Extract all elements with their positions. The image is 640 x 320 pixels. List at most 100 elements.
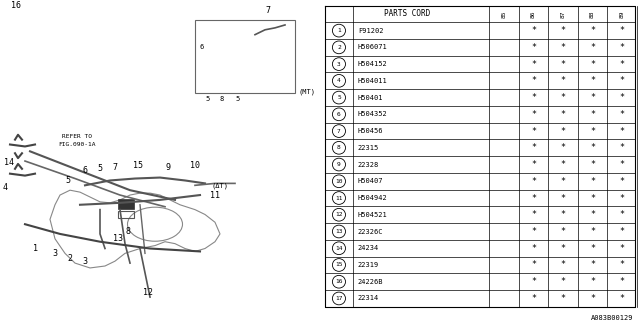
Text: H504152: H504152: [358, 61, 388, 67]
Text: *: *: [590, 194, 595, 203]
Text: 22315: 22315: [358, 145, 379, 151]
Text: 1: 1: [337, 28, 341, 33]
Text: *: *: [561, 160, 565, 169]
Text: 89: 89: [620, 10, 625, 18]
Text: *: *: [561, 294, 565, 303]
Text: *: *: [620, 227, 625, 236]
Text: FIG.090-1A: FIG.090-1A: [58, 142, 96, 147]
Text: 8: 8: [125, 228, 131, 236]
Text: H504521: H504521: [358, 212, 388, 218]
Text: 13: 13: [335, 229, 342, 234]
Text: F91202: F91202: [358, 28, 383, 34]
Text: 8: 8: [337, 145, 341, 150]
Text: *: *: [531, 244, 536, 253]
Text: *: *: [620, 294, 625, 303]
Text: *: *: [620, 43, 625, 52]
Text: *: *: [590, 177, 595, 186]
Text: 24234: 24234: [358, 245, 379, 251]
Text: *: *: [620, 277, 625, 286]
Text: *: *: [620, 110, 625, 119]
Text: *: *: [620, 260, 625, 269]
Text: 9: 9: [337, 162, 341, 167]
Text: *: *: [590, 43, 595, 52]
Text: *: *: [590, 127, 595, 136]
Text: *: *: [620, 160, 625, 169]
Text: H504011: H504011: [358, 78, 388, 84]
Text: 85: 85: [502, 10, 506, 18]
Text: *: *: [590, 60, 595, 68]
Text: H506071: H506071: [358, 44, 388, 50]
Text: 4: 4: [3, 183, 8, 192]
Text: *: *: [620, 60, 625, 68]
Text: 6: 6: [337, 112, 341, 117]
Text: 12: 12: [335, 212, 342, 217]
Text: *: *: [590, 210, 595, 219]
Text: *: *: [531, 143, 536, 152]
Bar: [118, 211, 134, 218]
Text: *: *: [590, 277, 595, 286]
Text: 10: 10: [335, 179, 342, 184]
Text: 6: 6: [83, 166, 88, 175]
Text: *: *: [531, 210, 536, 219]
Text: *: *: [531, 294, 536, 303]
Text: *: *: [590, 76, 595, 85]
Text: 1: 1: [33, 244, 38, 253]
Text: 17: 17: [335, 296, 342, 301]
Text: *: *: [590, 244, 595, 253]
Text: *: *: [531, 93, 536, 102]
Text: *: *: [531, 76, 536, 85]
Text: *: *: [620, 244, 625, 253]
Text: 88: 88: [590, 10, 595, 18]
Text: *: *: [561, 194, 565, 203]
Text: 15: 15: [133, 161, 143, 170]
Text: *: *: [561, 244, 565, 253]
Text: *: *: [531, 60, 536, 68]
Text: *: *: [531, 26, 536, 35]
Text: *: *: [531, 227, 536, 236]
Text: *: *: [620, 143, 625, 152]
Text: 22319: 22319: [358, 262, 379, 268]
Text: 86: 86: [531, 10, 536, 18]
Text: 2: 2: [337, 45, 341, 50]
Text: 16: 16: [335, 279, 342, 284]
Text: 2: 2: [67, 254, 72, 263]
Text: (MT): (MT): [298, 88, 315, 95]
Text: *: *: [531, 110, 536, 119]
Text: *: *: [620, 26, 625, 35]
Text: *: *: [531, 277, 536, 286]
Text: *: *: [531, 160, 536, 169]
Text: 87: 87: [561, 10, 565, 18]
Text: 8: 8: [220, 96, 224, 102]
Text: *: *: [620, 76, 625, 85]
Text: *: *: [531, 177, 536, 186]
Text: 7: 7: [113, 163, 118, 172]
Text: *: *: [590, 294, 595, 303]
Text: 5: 5: [235, 96, 239, 102]
Text: *: *: [561, 43, 565, 52]
Text: 4: 4: [337, 78, 341, 83]
Text: H50407: H50407: [358, 178, 383, 184]
Text: 11: 11: [210, 190, 220, 200]
Text: *: *: [531, 127, 536, 136]
Text: 13: 13: [113, 234, 123, 243]
Text: *: *: [561, 60, 565, 68]
Text: REFER TO: REFER TO: [62, 134, 92, 139]
Text: H50456: H50456: [358, 128, 383, 134]
Text: *: *: [561, 227, 565, 236]
Text: 16: 16: [11, 1, 21, 10]
Text: (ΔT): (ΔT): [211, 182, 228, 188]
Text: 3: 3: [337, 61, 341, 67]
Text: 3: 3: [83, 257, 88, 266]
Text: *: *: [531, 194, 536, 203]
Text: *: *: [620, 127, 625, 136]
Text: *: *: [531, 260, 536, 269]
Text: *: *: [561, 260, 565, 269]
Text: *: *: [561, 277, 565, 286]
Text: 5: 5: [337, 95, 341, 100]
Text: *: *: [590, 93, 595, 102]
Bar: [195, 20, 295, 93]
Text: *: *: [620, 210, 625, 219]
Text: 22328: 22328: [358, 162, 379, 168]
Text: *: *: [531, 43, 536, 52]
Text: *: *: [561, 127, 565, 136]
